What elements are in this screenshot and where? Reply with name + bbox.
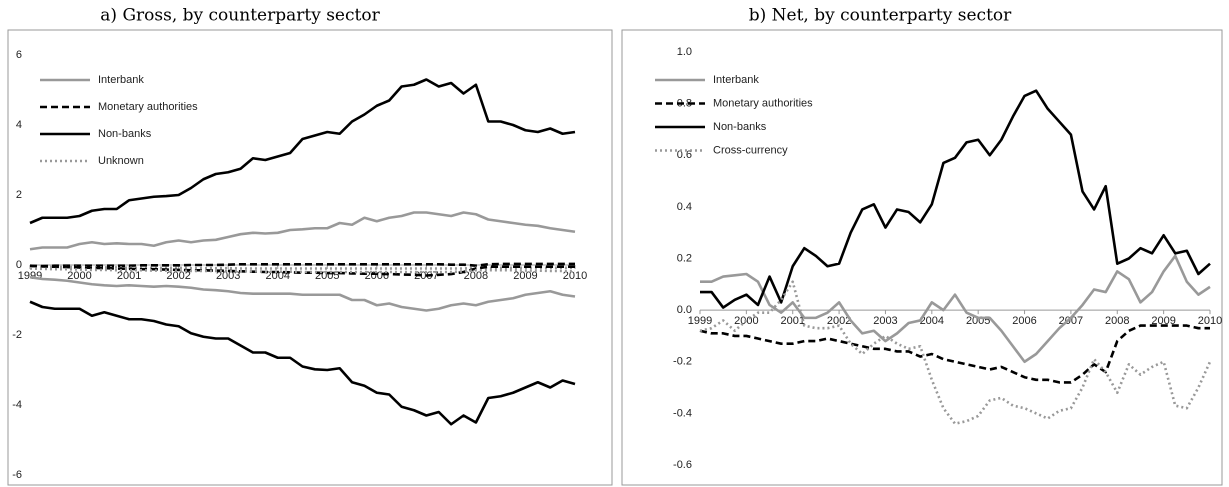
series-line xyxy=(699,280,1212,425)
y-tick-label: 0.6 xyxy=(677,149,692,161)
chart-title: b) Net, by counterparty sector xyxy=(749,6,1012,26)
x-tick-label: 2002 xyxy=(827,315,851,327)
y-tick-label: 0.0 xyxy=(677,304,692,316)
series-line xyxy=(29,267,576,274)
x-tick-label: 2001 xyxy=(780,315,804,327)
x-tick-label: 1999 xyxy=(688,315,712,327)
panel-frame xyxy=(621,29,1223,486)
y-tick-label: 0 xyxy=(16,259,22,271)
x-tick-label: 2001 xyxy=(117,270,141,282)
series-line xyxy=(29,211,576,251)
y-tick-label: 0.2 xyxy=(677,252,692,264)
series-line xyxy=(29,275,576,312)
series-line xyxy=(29,300,576,426)
legend-label: Interbank xyxy=(713,74,759,86)
series-line xyxy=(29,264,575,277)
y-tick-label: 2 xyxy=(16,189,22,201)
x-tick-label: 2009 xyxy=(1151,315,1175,327)
x-tick-label: 2008 xyxy=(464,270,488,282)
chart-title: a) Gross, by counterparty sector xyxy=(100,6,380,26)
x-tick-label: 1999 xyxy=(18,270,42,282)
y-tick-label: -0.2 xyxy=(673,356,692,368)
legend-label: Unknown xyxy=(98,155,144,167)
series-line xyxy=(699,324,1210,384)
y-tick-label: 6 xyxy=(16,49,22,61)
y-tick-label: -6 xyxy=(12,469,22,481)
series-line xyxy=(30,262,575,268)
legend-label: Monetary authorities xyxy=(98,101,198,113)
series-line xyxy=(29,78,576,225)
y-tick-label: -0.6 xyxy=(673,459,692,471)
legend-label: Non-banks xyxy=(98,128,152,140)
x-tick-label: 2003 xyxy=(873,315,897,327)
x-tick-label: 2003 xyxy=(216,270,240,282)
series-line xyxy=(700,254,1211,364)
legend-label: Cross-currency xyxy=(713,144,788,156)
legend-label: Interbank xyxy=(98,74,144,86)
y-tick-label: 1.0 xyxy=(677,46,692,58)
x-tick-label: 2008 xyxy=(1105,315,1129,327)
panel-frame xyxy=(7,29,613,486)
x-tick-label: 2000 xyxy=(67,270,91,282)
x-tick-label: 2010 xyxy=(563,270,587,282)
y-tick-label: -4 xyxy=(12,399,22,411)
y-tick-label: -0.4 xyxy=(673,407,692,419)
x-tick-label: 2009 xyxy=(513,270,537,282)
y-tick-label: 0.8 xyxy=(677,98,692,110)
x-tick-label: 2002 xyxy=(166,270,190,282)
x-tick-label: 2010 xyxy=(1198,315,1222,327)
legend-label: Monetary authorities xyxy=(713,97,813,109)
x-tick-label: 2004 xyxy=(920,315,944,327)
x-tick-label: 2006 xyxy=(1012,315,1036,327)
y-tick-label: 0.4 xyxy=(677,201,692,213)
y-tick-label: -2 xyxy=(12,329,22,341)
series-line xyxy=(700,89,1211,309)
legend-label: Non-banks xyxy=(713,121,767,133)
y-tick-label: 4 xyxy=(16,119,22,131)
